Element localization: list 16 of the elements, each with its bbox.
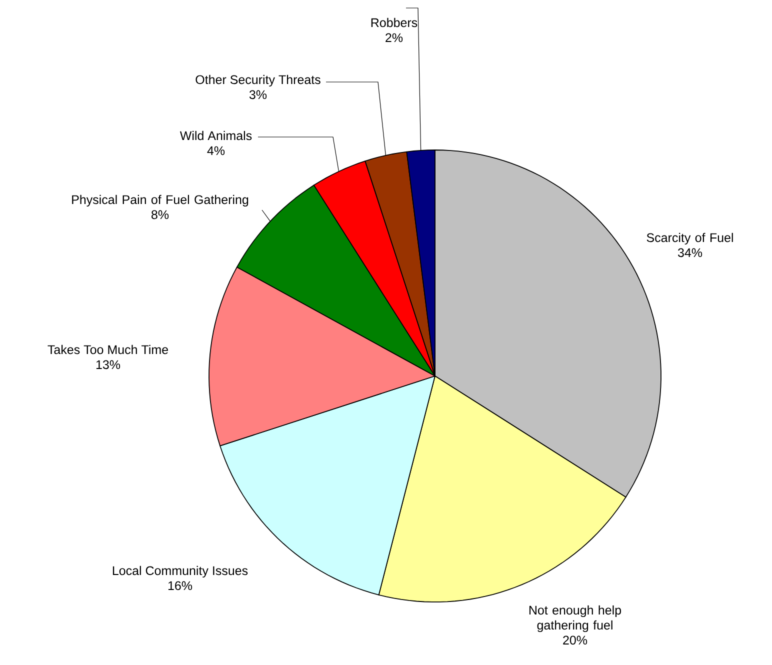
data-label: 34%	[678, 248, 702, 258]
slice-label: Scarcity of Fuel	[646, 232, 733, 245]
slice-label: Local Community Issues	[112, 566, 248, 578]
data-label: 4%	[207, 146, 225, 156]
data-label: 3%	[249, 90, 267, 100]
data-label: 16%	[168, 581, 192, 590]
data-label: 20%	[563, 636, 588, 645]
data-label: 8%	[152, 210, 169, 220]
data-label: 13%	[96, 360, 120, 370]
slice-label: Other Security Threats	[196, 74, 320, 87]
slice-label: Robbers	[371, 18, 418, 28]
data-label: 2%	[386, 33, 403, 42]
slice-label: Physical Pain of Fuel Gathering	[72, 194, 248, 207]
slice-label: Not enough help gathering fuel	[529, 605, 622, 632]
slice-label: Wild Animals	[180, 130, 252, 140]
slice-label: Takes Too Much Time	[48, 344, 168, 354]
